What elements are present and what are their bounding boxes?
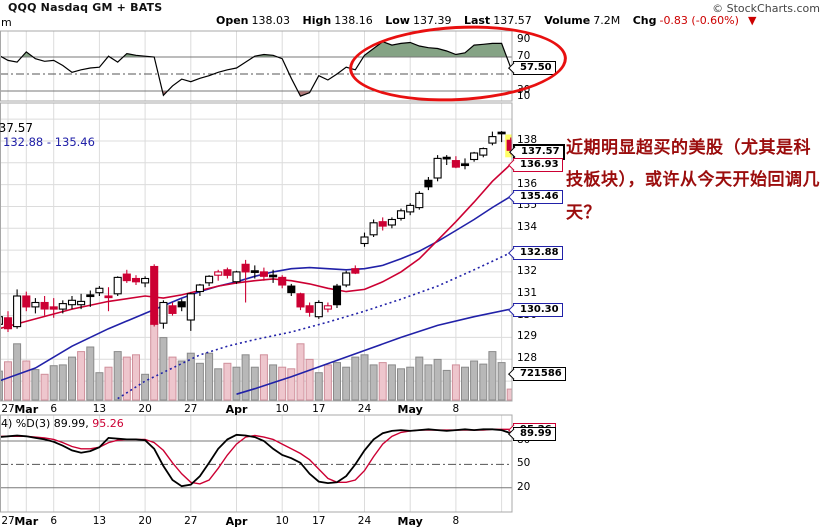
date-axis-day-label: 27 xyxy=(1,515,15,527)
chg-down-arrow-icon[interactable]: ▼ xyxy=(747,14,757,27)
price-value-callout: 132.88 xyxy=(513,246,563,261)
rsi-value-callout: 57.50 xyxy=(513,61,556,76)
date-axis-day-label: 6 xyxy=(50,515,58,527)
low-label: Low xyxy=(385,14,410,27)
date-axis-day-label: 8 xyxy=(452,515,460,527)
rsi-axis-tick: 90 xyxy=(517,33,531,45)
price-axis-tick: 136 xyxy=(517,177,538,190)
quote-summary-bar: Open 138.03 High 138.16 Low 137.39 Last 137.… xyxy=(216,14,756,27)
stoch-value-callout: 89.99 xyxy=(513,426,556,441)
date-axis-day-label: 10 xyxy=(275,515,289,527)
stoch-axis-tick: 50 xyxy=(517,457,531,470)
last-value: 137.57 xyxy=(493,14,532,27)
stochastic-legend: 4) %D(3) 89.99, 95.26 xyxy=(1,417,124,430)
volume-value: 7.2M xyxy=(593,14,621,27)
date-axis-month-label: Mar xyxy=(14,403,39,416)
date-axis-month-label: May xyxy=(397,403,423,416)
chg-value: -0.83 (-0.60%) xyxy=(659,14,739,27)
symbol-title: QQQ Nasdaq GM + BATS xyxy=(8,1,163,14)
price-axis-tick: 131 xyxy=(517,286,538,299)
date-axis-day-label: 17 xyxy=(312,515,326,527)
last-label: Last xyxy=(463,14,491,27)
date-axis-month-label: Apr xyxy=(225,515,248,528)
date-axis-day-label: 27 xyxy=(184,403,198,415)
stoch-axis-tick: 20 xyxy=(517,480,531,493)
date-axis-day-label: 20 xyxy=(138,403,152,415)
stochastic-d-value: 95.26 xyxy=(92,417,124,430)
date-axis-day-label: 27 xyxy=(1,403,15,415)
price-value-callout: 721586 xyxy=(513,366,566,381)
main-chart-ma-legend: 132.88 - 135.46 xyxy=(3,135,95,149)
high-value: 138.16 xyxy=(334,14,373,27)
cropped-date-text: m xyxy=(1,16,12,29)
price-axis-tick: 134 xyxy=(517,221,538,234)
price-value-callout: 135.46 xyxy=(513,189,563,204)
low-value: 137.39 xyxy=(412,14,452,27)
date-axis-month-label: Mar xyxy=(14,515,39,528)
stockcharts-copyright: © StockCharts.com xyxy=(712,2,820,15)
date-axis-day-label: 13 xyxy=(92,515,107,527)
date-axis-month-label: Apr xyxy=(225,403,248,416)
rsi-panel xyxy=(0,41,512,97)
rsi-axis-tick: 10 xyxy=(517,90,531,102)
date-axis-day-label: 27 xyxy=(184,515,198,527)
price-axis-tick: 128 xyxy=(517,352,538,365)
date-axis-day-label: 10 xyxy=(275,403,289,415)
open-label: Open xyxy=(216,14,249,27)
price-axis-tick: 132 xyxy=(517,264,538,277)
date-axis-day-label: 13 xyxy=(92,403,107,415)
rsi-axis-tick: 70 xyxy=(517,50,531,62)
volume-label: Volume xyxy=(544,14,591,27)
chinese-note-text: 近期明显超买的美股（尤其是科技板块），或许从今天开始回调几天？ xyxy=(566,138,820,223)
date-axis-day-label: 24 xyxy=(357,515,372,527)
high-label: High xyxy=(302,14,332,27)
date-axis-day-label: 6 xyxy=(50,403,58,415)
price-axis-tick: 129 xyxy=(517,330,538,343)
price-panel xyxy=(0,118,512,401)
date-axis-day-label: 20 xyxy=(138,515,152,527)
chg-label: Chg xyxy=(632,14,657,27)
price-value-callout: 130.30 xyxy=(513,302,563,317)
date-axis-day-label: 24 xyxy=(357,403,372,415)
main-chart-last-price-legend: 137.57 xyxy=(0,121,33,135)
stochastic-panel xyxy=(0,428,512,489)
price-value-callout: 136.93 xyxy=(513,157,563,172)
rsi-axis-tick: 30 xyxy=(517,84,531,96)
date-axis-month-label: May xyxy=(397,515,423,528)
open-value: 138.03 xyxy=(251,14,291,27)
date-axis-day-label: 17 xyxy=(312,403,326,415)
date-axis-day-label: 8 xyxy=(452,403,460,415)
